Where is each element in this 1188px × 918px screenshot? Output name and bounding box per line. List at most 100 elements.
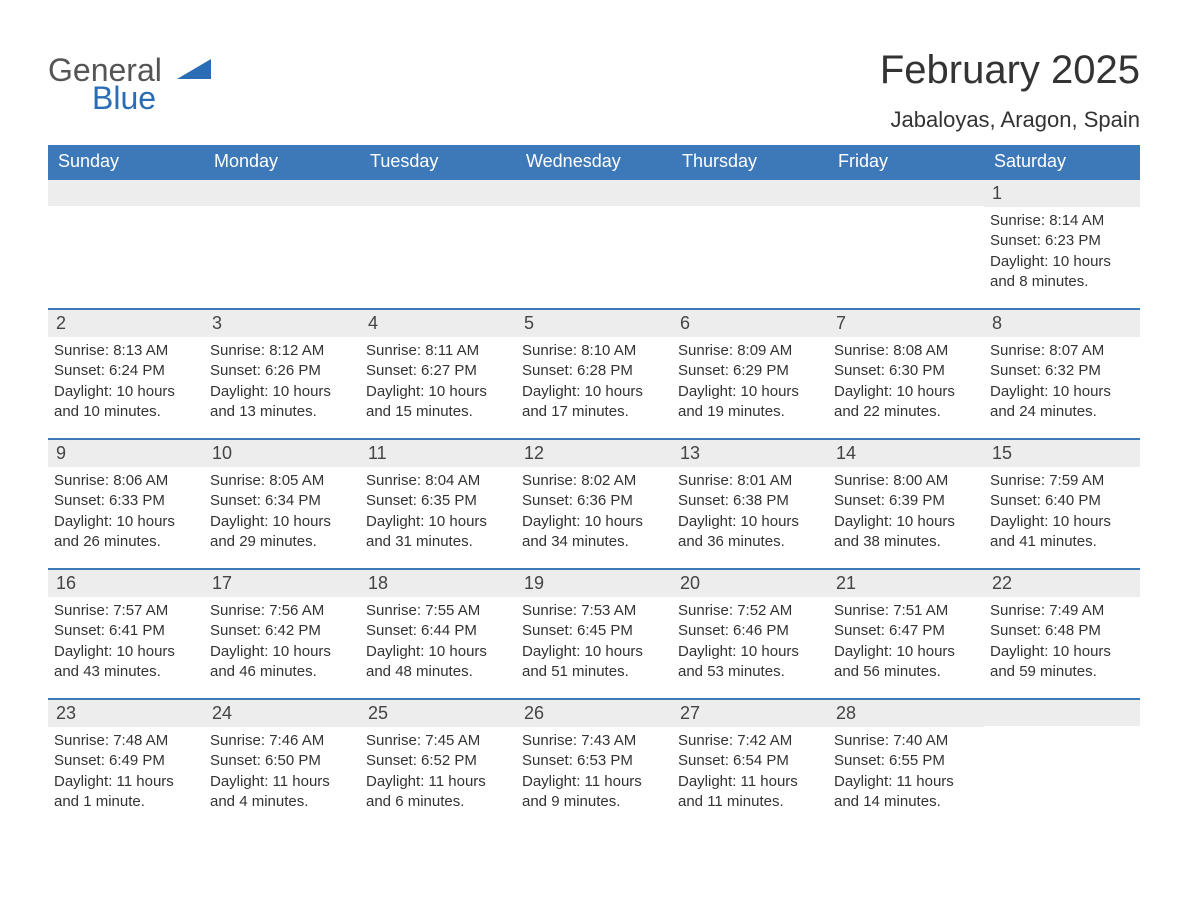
daylight-text: Daylight: 11 hours and 1 minute.	[54, 772, 198, 813]
sunrise-text: Sunrise: 8:08 AM	[834, 341, 978, 361]
weekday-header: Sunday	[48, 145, 204, 179]
calendar-cell: 3Sunrise: 8:12 AMSunset: 6:26 PMDaylight…	[204, 309, 360, 439]
day-details: Sunrise: 8:08 AMSunset: 6:30 PMDaylight:…	[828, 337, 984, 428]
sunset-text: Sunset: 6:30 PM	[834, 361, 978, 381]
day-details: Sunrise: 7:48 AMSunset: 6:49 PMDaylight:…	[48, 727, 204, 818]
sunset-text: Sunset: 6:34 PM	[210, 491, 354, 511]
daylight-text: Daylight: 10 hours and 13 minutes.	[210, 382, 354, 423]
sunrise-text: Sunrise: 7:51 AM	[834, 601, 978, 621]
calendar-cell: 10Sunrise: 8:05 AMSunset: 6:34 PMDayligh…	[204, 439, 360, 569]
day-number: 21	[828, 570, 984, 597]
day-number: 2	[48, 310, 204, 337]
calendar-cell: 21Sunrise: 7:51 AMSunset: 6:47 PMDayligh…	[828, 569, 984, 699]
day-number: 4	[360, 310, 516, 337]
daylight-text: Daylight: 11 hours and 9 minutes.	[522, 772, 666, 813]
day-details: Sunrise: 7:57 AMSunset: 6:41 PMDaylight:…	[48, 597, 204, 688]
sunrise-text: Sunrise: 8:02 AM	[522, 471, 666, 491]
day-details: Sunrise: 8:05 AMSunset: 6:34 PMDaylight:…	[204, 467, 360, 558]
sunrise-text: Sunrise: 7:59 AM	[990, 471, 1134, 491]
sunrise-text: Sunrise: 7:53 AM	[522, 601, 666, 621]
calendar-cell: 9Sunrise: 8:06 AMSunset: 6:33 PMDaylight…	[48, 439, 204, 569]
sunset-text: Sunset: 6:26 PM	[210, 361, 354, 381]
daylight-text: Daylight: 10 hours and 24 minutes.	[990, 382, 1134, 423]
month-title: February 2025	[880, 48, 1140, 93]
day-details: Sunrise: 7:49 AMSunset: 6:48 PMDaylight:…	[984, 597, 1140, 688]
day-details: Sunrise: 7:42 AMSunset: 6:54 PMDaylight:…	[672, 727, 828, 818]
day-number: 5	[516, 310, 672, 337]
sunset-text: Sunset: 6:53 PM	[522, 751, 666, 771]
calendar-table: SundayMondayTuesdayWednesdayThursdayFrid…	[48, 145, 1140, 829]
daylight-text: Daylight: 11 hours and 11 minutes.	[678, 772, 822, 813]
day-number	[204, 180, 360, 206]
day-details: Sunrise: 7:52 AMSunset: 6:46 PMDaylight:…	[672, 597, 828, 688]
day-number: 26	[516, 700, 672, 727]
weekday-row: SundayMondayTuesdayWednesdayThursdayFrid…	[48, 145, 1140, 179]
sunrise-text: Sunrise: 8:07 AM	[990, 341, 1134, 361]
calendar-cell: 20Sunrise: 7:52 AMSunset: 6:46 PMDayligh…	[672, 569, 828, 699]
daylight-text: Daylight: 10 hours and 36 minutes.	[678, 512, 822, 553]
daylight-text: Daylight: 10 hours and 56 minutes.	[834, 642, 978, 683]
calendar-cell: 17Sunrise: 7:56 AMSunset: 6:42 PMDayligh…	[204, 569, 360, 699]
calendar-cell: 24Sunrise: 7:46 AMSunset: 6:50 PMDayligh…	[204, 699, 360, 829]
day-details: Sunrise: 8:14 AMSunset: 6:23 PMDaylight:…	[984, 207, 1140, 298]
sunrise-text: Sunrise: 8:04 AM	[366, 471, 510, 491]
calendar-cell: 15Sunrise: 7:59 AMSunset: 6:40 PMDayligh…	[984, 439, 1140, 569]
sunrise-text: Sunrise: 8:05 AM	[210, 471, 354, 491]
day-number: 13	[672, 440, 828, 467]
sunset-text: Sunset: 6:47 PM	[834, 621, 978, 641]
day-details: Sunrise: 8:09 AMSunset: 6:29 PMDaylight:…	[672, 337, 828, 428]
day-details: Sunrise: 8:12 AMSunset: 6:26 PMDaylight:…	[204, 337, 360, 428]
triangle-icon	[175, 54, 213, 78]
daylight-text: Daylight: 10 hours and 53 minutes.	[678, 642, 822, 683]
title-block: February 2025 Jabaloyas, Aragon, Spain	[880, 48, 1140, 133]
weekday-header: Saturday	[984, 145, 1140, 179]
day-details: Sunrise: 7:51 AMSunset: 6:47 PMDaylight:…	[828, 597, 984, 688]
day-details: Sunrise: 8:11 AMSunset: 6:27 PMDaylight:…	[360, 337, 516, 428]
sunset-text: Sunset: 6:39 PM	[834, 491, 978, 511]
day-number: 11	[360, 440, 516, 467]
day-number: 19	[516, 570, 672, 597]
sunset-text: Sunset: 6:35 PM	[366, 491, 510, 511]
sunrise-text: Sunrise: 8:12 AM	[210, 341, 354, 361]
daylight-text: Daylight: 11 hours and 4 minutes.	[210, 772, 354, 813]
sunrise-text: Sunrise: 7:52 AM	[678, 601, 822, 621]
daylight-text: Daylight: 10 hours and 41 minutes.	[990, 512, 1134, 553]
day-number: 6	[672, 310, 828, 337]
daylight-text: Daylight: 10 hours and 59 minutes.	[990, 642, 1134, 683]
sunrise-text: Sunrise: 7:55 AM	[366, 601, 510, 621]
calendar-cell	[48, 179, 204, 309]
day-details: Sunrise: 8:07 AMSunset: 6:32 PMDaylight:…	[984, 337, 1140, 428]
calendar-week: 16Sunrise: 7:57 AMSunset: 6:41 PMDayligh…	[48, 569, 1140, 699]
calendar-cell: 6Sunrise: 8:09 AMSunset: 6:29 PMDaylight…	[672, 309, 828, 439]
calendar-cell: 11Sunrise: 8:04 AMSunset: 6:35 PMDayligh…	[360, 439, 516, 569]
day-details: Sunrise: 8:06 AMSunset: 6:33 PMDaylight:…	[48, 467, 204, 558]
day-details: Sunrise: 8:02 AMSunset: 6:36 PMDaylight:…	[516, 467, 672, 558]
calendar-body: 1Sunrise: 8:14 AMSunset: 6:23 PMDaylight…	[48, 179, 1140, 829]
weekday-header: Thursday	[672, 145, 828, 179]
day-number	[828, 180, 984, 206]
day-details: Sunrise: 7:45 AMSunset: 6:52 PMDaylight:…	[360, 727, 516, 818]
daylight-text: Daylight: 10 hours and 51 minutes.	[522, 642, 666, 683]
day-number: 9	[48, 440, 204, 467]
day-number: 1	[984, 180, 1140, 207]
day-number: 14	[828, 440, 984, 467]
day-details: Sunrise: 7:43 AMSunset: 6:53 PMDaylight:…	[516, 727, 672, 818]
daylight-text: Daylight: 10 hours and 46 minutes.	[210, 642, 354, 683]
logo: General Blue	[48, 48, 213, 115]
calendar-cell: 5Sunrise: 8:10 AMSunset: 6:28 PMDaylight…	[516, 309, 672, 439]
sunset-text: Sunset: 6:44 PM	[366, 621, 510, 641]
day-details: Sunrise: 8:13 AMSunset: 6:24 PMDaylight:…	[48, 337, 204, 428]
calendar-cell	[984, 699, 1140, 829]
daylight-text: Daylight: 10 hours and 10 minutes.	[54, 382, 198, 423]
day-details: Sunrise: 7:55 AMSunset: 6:44 PMDaylight:…	[360, 597, 516, 688]
day-number: 3	[204, 310, 360, 337]
calendar-week: 9Sunrise: 8:06 AMSunset: 6:33 PMDaylight…	[48, 439, 1140, 569]
daylight-text: Daylight: 10 hours and 48 minutes.	[366, 642, 510, 683]
sunset-text: Sunset: 6:54 PM	[678, 751, 822, 771]
calendar-cell: 18Sunrise: 7:55 AMSunset: 6:44 PMDayligh…	[360, 569, 516, 699]
calendar-cell	[672, 179, 828, 309]
day-number	[984, 700, 1140, 726]
sunset-text: Sunset: 6:24 PM	[54, 361, 198, 381]
sunset-text: Sunset: 6:29 PM	[678, 361, 822, 381]
sunset-text: Sunset: 6:42 PM	[210, 621, 354, 641]
